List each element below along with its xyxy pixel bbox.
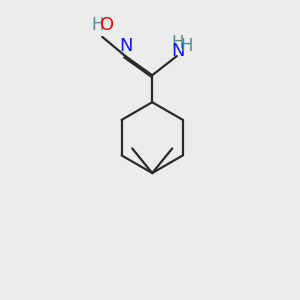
Text: H: H: [171, 34, 184, 52]
Text: N: N: [171, 42, 184, 60]
Text: N: N: [119, 37, 133, 55]
Text: O: O: [100, 16, 115, 34]
Text: H: H: [91, 16, 104, 34]
Text: H: H: [181, 37, 193, 55]
